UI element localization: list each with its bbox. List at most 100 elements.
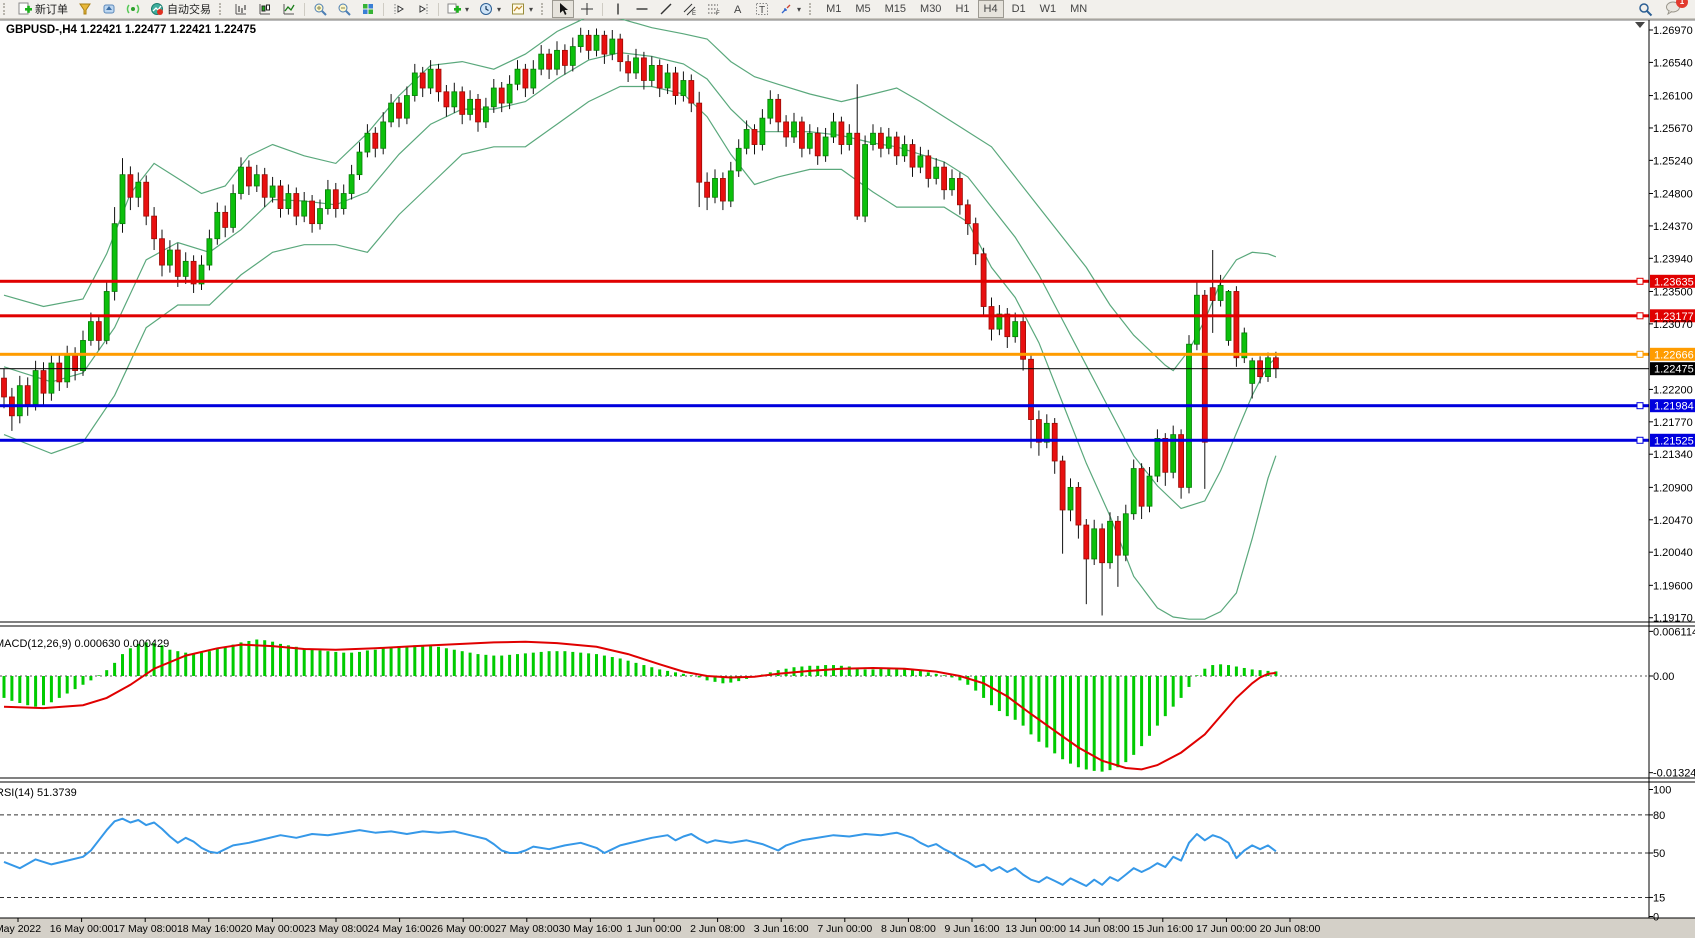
timeframe-m30[interactable]: M30 xyxy=(920,3,942,15)
price-level-line[interactable] xyxy=(0,352,1649,356)
text-tool[interactable]: A xyxy=(727,0,749,18)
chart-shift-button[interactable] xyxy=(412,0,434,18)
chevron-down-icon: ▾ xyxy=(465,4,470,14)
candle-chart-icon xyxy=(258,2,272,16)
auto-scroll-button[interactable] xyxy=(388,0,410,18)
main-toolbar: 新订单 自动交易 ▾ xyxy=(0,0,1695,19)
svg-text:100: 100 xyxy=(1653,785,1671,797)
svg-text:30 May 16:00: 30 May 16:00 xyxy=(559,923,623,935)
trendline-tool[interactable] xyxy=(655,0,677,18)
label-tool[interactable]: T xyxy=(751,0,773,18)
bollinger-bands xyxy=(3,15,1277,620)
svg-text:1.20470: 1.20470 xyxy=(1653,515,1693,527)
chart-shift-marker xyxy=(1635,22,1645,28)
price-levels[interactable]: 1.23635 1.23177 1.22666 1.22475 1.21984 1.215… xyxy=(0,274,1695,447)
price-axis[interactable]: 1.26970 1.26540 1.26100 1.25670 1.25240 1.248… xyxy=(1649,25,1693,625)
toolbar-grip[interactable] xyxy=(541,3,547,15)
crosshair-tool-button[interactable] xyxy=(576,0,598,18)
zoom-in-icon xyxy=(313,2,327,16)
signal-icon xyxy=(126,2,140,16)
price-level-line[interactable] xyxy=(0,279,1649,283)
price-level-line[interactable] xyxy=(0,314,1649,318)
zoom-out-button[interactable] xyxy=(333,0,355,18)
toolbar-grip[interactable] xyxy=(219,3,225,15)
svg-text:24 May 16:00: 24 May 16:00 xyxy=(368,923,432,935)
svg-text:1.26540: 1.26540 xyxy=(1653,57,1693,69)
svg-text:14 Jun 08:00: 14 Jun 08:00 xyxy=(1069,923,1130,935)
vertical-line-icon xyxy=(611,2,625,16)
periods-button[interactable]: ▾ xyxy=(475,0,505,18)
svg-text:9 Jun 16:00: 9 Jun 16:00 xyxy=(945,923,1000,935)
timeframe-m1[interactable]: M1 xyxy=(826,3,842,15)
svg-text:50: 50 xyxy=(1653,848,1665,860)
svg-text:1.21340: 1.21340 xyxy=(1653,449,1693,461)
fibonacci-tool[interactable]: F xyxy=(703,0,725,18)
svg-text:1.21525: 1.21525 xyxy=(1654,435,1694,447)
toolbar-grip[interactable] xyxy=(809,3,815,15)
channel-tool[interactable]: E xyxy=(679,0,701,18)
tile-windows-button[interactable] xyxy=(357,0,379,18)
toolbar-grip[interactable] xyxy=(3,3,9,15)
timeframe-d1[interactable]: D1 xyxy=(1011,3,1026,15)
bar-chart-button[interactable] xyxy=(230,0,252,18)
line-chart-button[interactable] xyxy=(278,0,300,18)
cursor-tool-button[interactable] xyxy=(552,0,575,18)
svg-text:17 May 08:00: 17 May 08:00 xyxy=(113,923,177,935)
timeframe-mn[interactable]: MN xyxy=(1070,3,1088,15)
svg-text:23 May 08:00: 23 May 08:00 xyxy=(304,923,368,935)
svg-text:0.00: 0.00 xyxy=(1653,671,1674,683)
bar-chart-icon xyxy=(234,2,248,16)
svg-text:1.22200: 1.22200 xyxy=(1653,384,1693,396)
svg-text:1.24370: 1.24370 xyxy=(1653,221,1693,233)
templates-icon xyxy=(511,2,525,16)
svg-text:0.006114: 0.006114 xyxy=(1653,626,1695,638)
price-level-line[interactable] xyxy=(0,438,1649,442)
price-level-line[interactable] xyxy=(0,368,1649,370)
zoom-in-button[interactable] xyxy=(309,0,331,18)
svg-text:18 May 16:00: 18 May 16:00 xyxy=(177,923,241,935)
new-order-icon xyxy=(18,2,32,16)
text-icon: A xyxy=(731,2,745,16)
timeframe-h4[interactable]: H4 xyxy=(977,0,1004,18)
macd-pane[interactable]: 0.006114 0.00 -0.013241 MACD(12,26,9) 0.000… xyxy=(0,626,1695,780)
svg-text:MACD(12,26,9) 0.000630 0.00042: MACD(12,26,9) 0.000630 0.000429 xyxy=(0,638,169,650)
timeframe-w1[interactable]: W1 xyxy=(1039,3,1057,15)
autotrade-button[interactable]: 自动交易 xyxy=(146,0,215,18)
price-level-line[interactable] xyxy=(0,404,1649,408)
horizontal-line-tool[interactable] xyxy=(631,0,653,18)
timeframe-h1[interactable]: H1 xyxy=(955,3,970,15)
templates-button[interactable]: ▾ xyxy=(507,0,537,18)
svg-text:-0.013241: -0.013241 xyxy=(1653,768,1695,780)
crosshair-icon xyxy=(580,2,594,16)
notification-badge: 1 xyxy=(1676,0,1688,8)
svg-text:15: 15 xyxy=(1653,892,1665,904)
new-order-button[interactable]: 新订单 xyxy=(14,0,72,18)
svg-text:1.23070: 1.23070 xyxy=(1653,319,1693,331)
arrows-tool[interactable]: ▾ xyxy=(775,0,805,18)
svg-text:RSI(14) 51.3739: RSI(14) 51.3739 xyxy=(0,787,77,799)
search-icon[interactable] xyxy=(1638,2,1653,17)
line-chart-icon xyxy=(282,2,296,16)
chevron-down-icon: ▾ xyxy=(797,4,802,14)
timeframe-m15[interactable]: M15 xyxy=(884,3,907,15)
candle-chart-button[interactable] xyxy=(254,0,276,18)
chevron-down-icon: ▾ xyxy=(497,4,502,14)
svg-text:26 May 00:00: 26 May 00:00 xyxy=(431,923,495,935)
vertical-line-tool[interactable] xyxy=(607,0,629,18)
svg-text:1.21984: 1.21984 xyxy=(1654,401,1694,413)
svg-text:7 Jun 00:00: 7 Jun 00:00 xyxy=(817,923,872,935)
rsi-pane[interactable]: 1008050150RSI(14) 51.3739 xyxy=(0,785,1671,924)
svg-text:13 Jun 00:00: 13 Jun 00:00 xyxy=(1005,923,1066,935)
signal-button[interactable] xyxy=(122,0,144,18)
svg-text:1.22475: 1.22475 xyxy=(1654,364,1694,376)
autotrade-icon xyxy=(150,2,164,16)
indicators-button[interactable]: ▾ xyxy=(443,0,473,18)
trendline-icon xyxy=(659,2,673,16)
channel-icon: E xyxy=(683,2,697,17)
funnel-button[interactable] xyxy=(74,0,96,18)
notifications-button[interactable]: 1 xyxy=(1665,0,1688,18)
publish-button[interactable] xyxy=(98,0,120,18)
timeframe-m5[interactable]: M5 xyxy=(855,3,871,15)
